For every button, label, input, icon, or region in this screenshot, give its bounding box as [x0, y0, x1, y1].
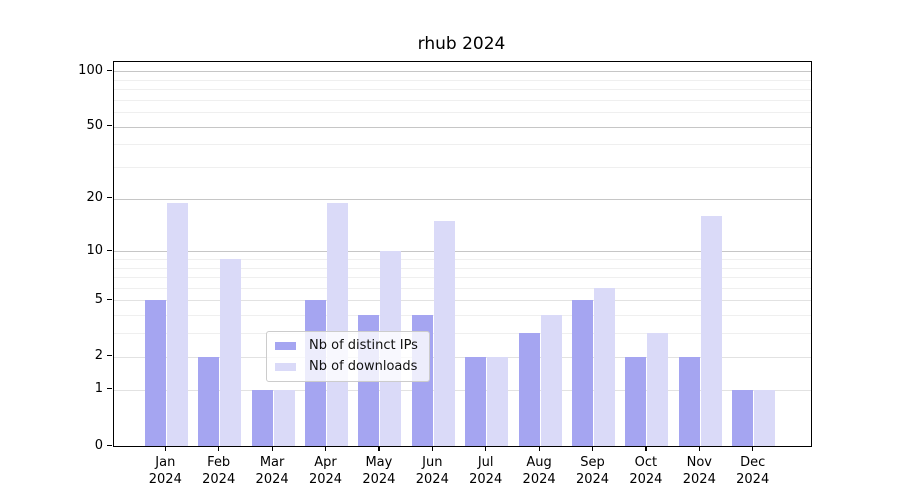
- bar-downloads-apr: [327, 202, 348, 446]
- legend-swatch-downloads: [275, 362, 296, 371]
- bar-downloads-sep: [594, 287, 615, 446]
- legend-label-distinct-ips: Nb of distinct IPs: [309, 338, 418, 353]
- y-tick-label-10: 10: [86, 242, 103, 258]
- x-tick-may: [378, 446, 380, 451]
- bar-downloads-jun: [433, 220, 455, 446]
- gridline-100: [114, 71, 811, 72]
- gridline-40: [114, 144, 811, 146]
- x-tick-sep: [592, 446, 594, 451]
- y-tick-label-50: 50: [86, 118, 103, 133]
- gridline-3: [114, 333, 811, 335]
- bar-distinct-ips-nov: [678, 356, 700, 446]
- legend-row-distinct-ips: Nb of distinct IPs: [275, 338, 418, 353]
- gridline-8: [114, 267, 811, 269]
- bar-distinct-ips-feb: [198, 356, 220, 446]
- x-tick-nov: [698, 446, 700, 451]
- bar-downloads-oct: [647, 333, 669, 446]
- bar-downloads-aug: [540, 315, 562, 446]
- gridline-5: [114, 300, 811, 302]
- legend: Nb of distinct IPs Nb of downloads: [266, 331, 430, 382]
- bar-downloads-dec: [754, 389, 776, 446]
- bar-distinct-ips-jul: [465, 356, 487, 446]
- bar-distinct-ips-sep: [572, 300, 593, 446]
- legend-row-downloads: Nb of downloads: [275, 359, 418, 374]
- x-tick-label-feb: Feb 2024: [202, 455, 236, 487]
- x-tick-jun: [431, 446, 433, 451]
- gridline-20: [114, 198, 811, 200]
- bar-downloads-feb: [220, 258, 242, 446]
- legend-swatch-distinct-ips: [275, 341, 296, 350]
- x-tick-label-mar: Mar 2024: [255, 455, 289, 487]
- gridline-10: [114, 251, 811, 253]
- y-tick-50: [107, 125, 112, 127]
- bar-downloads-nov: [700, 215, 722, 446]
- y-tick-5: [107, 298, 112, 301]
- chart-title: rhub 2024: [417, 34, 506, 54]
- bar-distinct-ips-mar: [251, 389, 273, 446]
- bar-downloads-jul: [487, 356, 509, 446]
- gridline-30: [114, 167, 811, 168]
- x-tick-jan: [164, 446, 166, 451]
- y-tick-label-2: 2: [94, 348, 103, 364]
- y-tick-20: [107, 197, 112, 199]
- x-tick-label-nov: Nov 2024: [682, 455, 716, 487]
- x-tick-oct: [645, 446, 647, 451]
- y-tick-0: [107, 444, 112, 446]
- y-tick-1: [107, 388, 112, 390]
- gridline-70: [114, 99, 811, 101]
- x-tick-label-dec: Dec 2024: [736, 455, 770, 487]
- x-tick-label-sep: Sep 2024: [575, 455, 610, 487]
- x-tick-apr: [325, 446, 327, 451]
- y-tick-2: [107, 355, 112, 357]
- gridline-4: [114, 315, 811, 317]
- bar-distinct-ips-jan: [144, 300, 166, 446]
- x-tick-mar: [271, 446, 273, 451]
- legend-label-downloads: Nb of downloads: [309, 359, 418, 374]
- y-tick-label-0: 0: [94, 437, 103, 453]
- bar-distinct-ips-oct: [625, 356, 647, 446]
- y-tick-label-1: 1: [94, 381, 103, 397]
- x-tick-jul: [485, 446, 487, 451]
- bar-downloads-mar: [273, 389, 295, 446]
- x-tick-feb: [218, 446, 220, 451]
- bar-distinct-ips-aug: [518, 333, 540, 446]
- y-tick-100: [107, 69, 112, 71]
- gridline-60: [114, 112, 811, 113]
- x-tick-label-oct: Oct 2024: [629, 455, 663, 487]
- gridline-1: [114, 389, 811, 391]
- y-tick-label-100: 100: [78, 62, 103, 78]
- x-tick-label-aug: Aug 2024: [522, 455, 556, 487]
- x-tick-label-jun: Jun 2024: [415, 455, 449, 487]
- bar-distinct-ips-dec: [732, 389, 754, 446]
- x-tick-label-jan: Jan 2024: [148, 455, 182, 487]
- y-tick-label-5: 5: [94, 291, 103, 307]
- x-tick-aug: [538, 446, 540, 451]
- gridline-9: [114, 258, 811, 260]
- bar-downloads-jan: [166, 202, 188, 446]
- gridline-7: [114, 277, 811, 278]
- x-tick-label-may: May 2024: [362, 455, 396, 487]
- gridline-6: [114, 287, 811, 289]
- x-tick-dec: [752, 446, 754, 451]
- gridline-50: [114, 126, 811, 128]
- y-tick-label-20: 20: [86, 190, 103, 206]
- y-tick-10: [107, 249, 112, 251]
- plot-area: [113, 61, 812, 447]
- gridline-90: [114, 79, 811, 81]
- x-tick-label-apr: Apr 2024: [308, 455, 343, 487]
- gridline-80: [114, 88, 811, 90]
- gridline-2: [114, 356, 811, 358]
- x-tick-label-jul: Jul 2024: [469, 455, 503, 487]
